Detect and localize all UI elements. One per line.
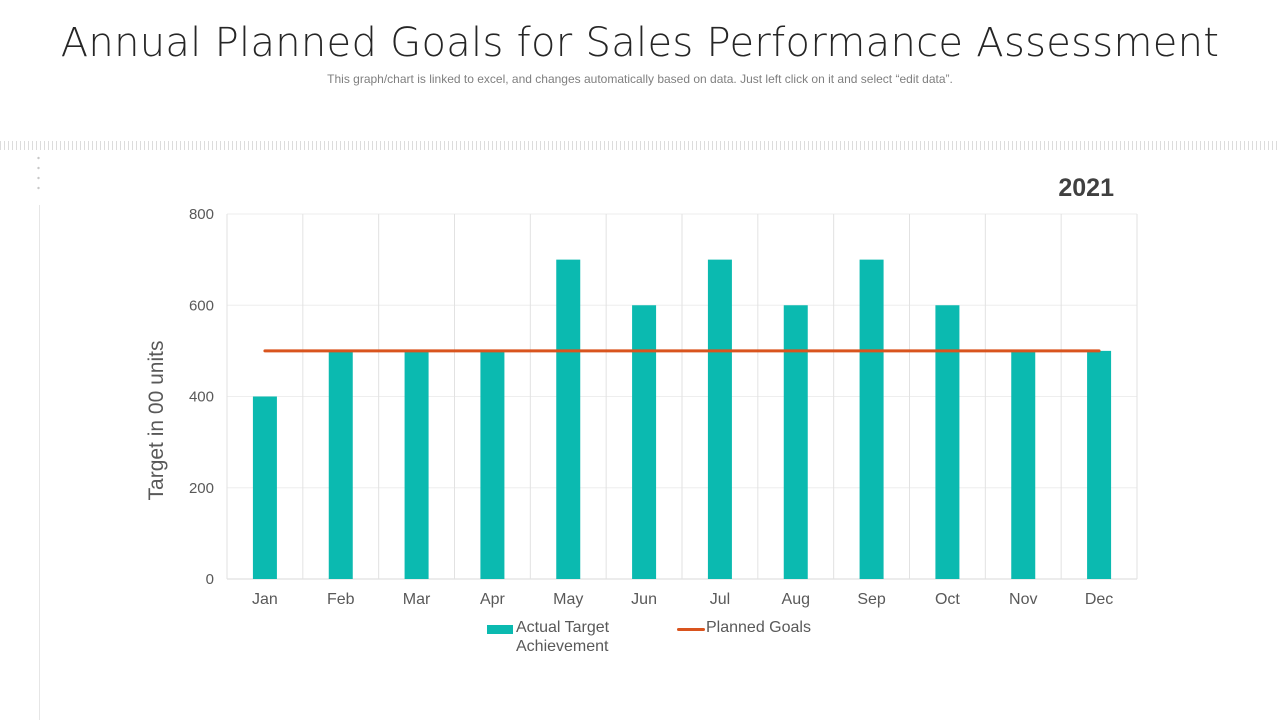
x-tick-label-feb: Feb [327,591,355,608]
x-tick-label-sep: Sep [857,591,886,608]
bar-series [252,259,1112,579]
x-tick-label-jul: Jul [710,591,730,608]
legend-label-actual: Actual Target Achievement [516,619,610,655]
y-tick-label-0: 0 [206,571,214,588]
y-tick-label-600: 600 [189,297,214,314]
bar-jun [632,305,657,579]
chart-legend: Actual Target Achievement Planned Goals [487,618,887,662]
bar-dec [1087,350,1112,579]
y-tick-label-200: 200 [189,480,214,497]
x-tick-label-jan: Jan [252,591,278,608]
y-tick-label-800: 800 [189,206,214,223]
legend-swatch-bar [487,625,513,634]
bar-aug [783,305,808,579]
gridlines [226,213,1138,580]
y-tick-label-400: 400 [189,389,214,406]
bar-sep [859,259,884,579]
bar-jul [707,259,732,579]
bar-nov [1011,350,1036,579]
x-tick-label-mar: Mar [403,591,431,608]
bar-apr [480,350,505,579]
x-tick-label-nov: Nov [1009,591,1037,608]
page-subtitle: This graph/chart is linked to excel, and… [327,72,953,86]
x-tick-label-jun: Jun [631,591,657,608]
chart-year-label: 2021 [1058,174,1114,202]
bar-may [556,259,581,579]
bar-feb [328,350,353,579]
x-tick-label-aug: Aug [782,591,810,608]
x-tick-label-may: May [553,591,583,608]
decorative-dots [37,153,40,195]
x-tick-label-oct: Oct [935,591,960,608]
x-tick-label-apr: Apr [480,591,506,608]
left-vertical-rule [39,205,40,720]
bar-mar [404,350,429,579]
axes: 0 200 400 600 800 Jan Feb Mar Apr May Jun Jul Aug Sep… [145,206,1113,608]
legend-label-planned: Planned Goals [706,619,811,636]
page-title: Annual Planned Goals for Sales Performan… [60,20,1220,66]
y-axis-title: Target in 00 units [145,341,168,501]
bar-jan [252,396,277,579]
header-divider [0,141,1280,150]
x-tick-label-dec: Dec [1085,591,1113,608]
bar-oct [935,305,960,579]
legend-swatch-line [677,628,705,631]
